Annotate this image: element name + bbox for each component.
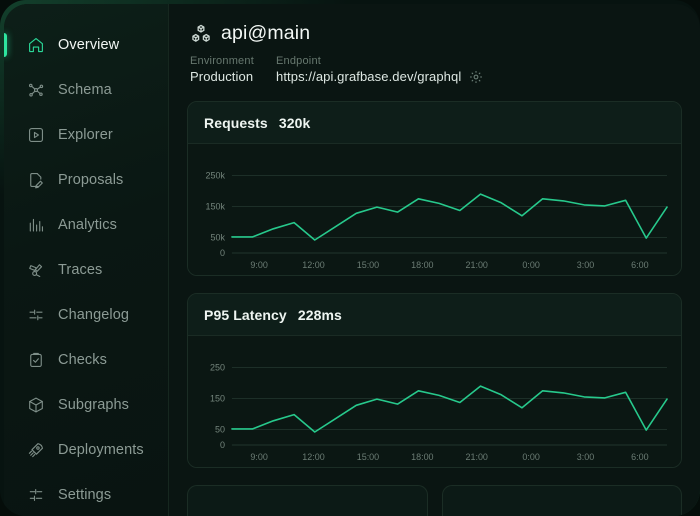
endpoint-label: Endpoint — [276, 55, 322, 67]
svg-text:250k: 250k — [205, 171, 225, 181]
chart-title: Requests — [204, 114, 268, 131]
sidebar-item-label: Changelog — [58, 306, 130, 323]
sidebar-item-explorer[interactable]: Explorer — [4, 112, 168, 157]
sidebar-item-label: Deployments — [58, 441, 144, 458]
svg-text:15:00: 15:00 — [357, 452, 379, 462]
bar-chart-icon — [26, 215, 45, 234]
svg-text:21:00: 21:00 — [465, 452, 487, 462]
sidebar-item-label: Overview — [58, 36, 120, 53]
svg-text:0: 0 — [220, 248, 225, 258]
chart-card-header: P95 Latency 228ms — [188, 294, 681, 336]
settings-sliders-icon — [26, 485, 45, 504]
cards-host: Requests 320k 0 50k 150k 250k 9:00 12:00 15:00 18… — [187, 101, 682, 468]
sidebar-item-changelog[interactable]: Changelog — [4, 292, 168, 337]
chart-title: P95 Latency — [204, 306, 287, 323]
svg-text:0: 0 — [220, 440, 225, 450]
environment-field: Environment Production — [190, 55, 276, 84]
chart-metric: 320k — [278, 114, 311, 131]
schema-icon — [26, 80, 45, 99]
svg-text:21:00: 21:00 — [465, 260, 487, 270]
cubes-icon — [190, 23, 212, 45]
svg-text:150k: 150k — [205, 202, 225, 212]
sidebar-item-settings[interactable]: Settings — [4, 472, 168, 516]
chart-card: P95 Latency 228ms 0 50 150 250 9:00 12:00 15:00 1… — [187, 293, 682, 468]
clipboard-check-icon — [26, 350, 45, 369]
bottom-card-left[interactable] — [187, 485, 428, 516]
svg-text:0:00: 0:00 — [522, 452, 539, 462]
sidebar-item-proposals[interactable]: Proposals — [4, 157, 168, 202]
sidebar-item-traces[interactable]: Traces — [4, 247, 168, 292]
svg-text:6:00: 6:00 — [631, 260, 648, 270]
svg-text:18:00: 18:00 — [411, 452, 433, 462]
app-window: Overview Schema Explorer Proposals Analytics… — [4, 4, 700, 516]
svg-text:250: 250 — [210, 363, 225, 373]
rocket-icon — [26, 440, 45, 459]
svg-text:18:00: 18:00 — [411, 260, 433, 270]
svg-text:3:00: 3:00 — [577, 260, 594, 270]
sidebar-item-schema[interactable]: Schema — [4, 67, 168, 112]
sidebar-item-label: Proposals — [58, 171, 124, 188]
sidebar-item-subgraphs[interactable]: Subgraphs — [4, 382, 168, 427]
sidebar: Overview Schema Explorer Proposals Analytics… — [4, 4, 169, 516]
chart-card-header: Requests 320k — [188, 102, 681, 144]
endpoint-value: https://api.grafbase.dev/graphql — [276, 69, 462, 84]
main-content: api@main Environment Production Endpoint… — [169, 4, 700, 516]
svg-text:9:00: 9:00 — [250, 452, 267, 462]
chart-plot-area: 0 50 150 250 9:00 12:00 15:00 18:00 21:00 0:00 3:0… — [188, 336, 681, 467]
telescope-icon — [26, 260, 45, 279]
sidebar-item-label: Subgraphs — [58, 396, 130, 413]
cube-icon — [26, 395, 45, 414]
bottom-cards-row — [187, 485, 682, 516]
svg-text:6:00: 6:00 — [631, 452, 648, 462]
svg-text:12:00: 12:00 — [302, 260, 324, 270]
document-edit-icon — [26, 170, 45, 189]
page-title: api@main — [221, 22, 311, 44]
sidebar-item-analytics[interactable]: Analytics — [4, 202, 168, 247]
sidebar-item-label: Checks — [58, 351, 107, 368]
svg-text:15:00: 15:00 — [357, 260, 379, 270]
play-box-icon — [26, 125, 45, 144]
sidebar-item-label: Traces — [58, 261, 103, 278]
project-header: api@main — [187, 22, 682, 45]
project-meta: Environment Production Endpoint https://… — [187, 55, 682, 84]
sidebar-item-label: Analytics — [58, 216, 117, 233]
chart-card: Requests 320k 0 50k 150k 250k 9:00 12:00 15:00 18… — [187, 101, 682, 276]
svg-text:50: 50 — [215, 425, 225, 435]
bottom-card-right[interactable] — [441, 485, 682, 516]
svg-text:12:00: 12:00 — [302, 452, 324, 462]
home-icon — [26, 35, 45, 54]
svg-text:9:00: 9:00 — [250, 260, 267, 270]
svg-text:150: 150 — [210, 394, 225, 404]
chart-plot-area: 0 50k 150k 250k 9:00 12:00 15:00 18:00 21:00 0:00… — [188, 144, 681, 275]
endpoint-field: Endpoint https://api.grafbase.dev/graphq… — [276, 55, 483, 84]
gear-icon[interactable] — [469, 70, 483, 84]
svg-text:50k: 50k — [210, 233, 225, 243]
endpoint-line: https://api.grafbase.dev/graphql — [276, 69, 483, 84]
sidebar-item-label: Schema — [58, 81, 112, 98]
sidebar-item-overview[interactable]: Overview — [4, 22, 168, 67]
environment-value: Production — [190, 69, 254, 84]
chart-metric: 228ms — [297, 306, 342, 323]
environment-label: Environment — [190, 55, 254, 67]
sidebar-item-deployments[interactable]: Deployments — [4, 427, 168, 472]
svg-text:0:00: 0:00 — [522, 260, 539, 270]
sliders-icon — [26, 305, 45, 324]
sidebar-item-checks[interactable]: Checks — [4, 337, 168, 382]
sidebar-item-label: Settings — [58, 486, 112, 503]
svg-text:3:00: 3:00 — [577, 452, 594, 462]
sidebar-item-label: Explorer — [58, 126, 113, 143]
